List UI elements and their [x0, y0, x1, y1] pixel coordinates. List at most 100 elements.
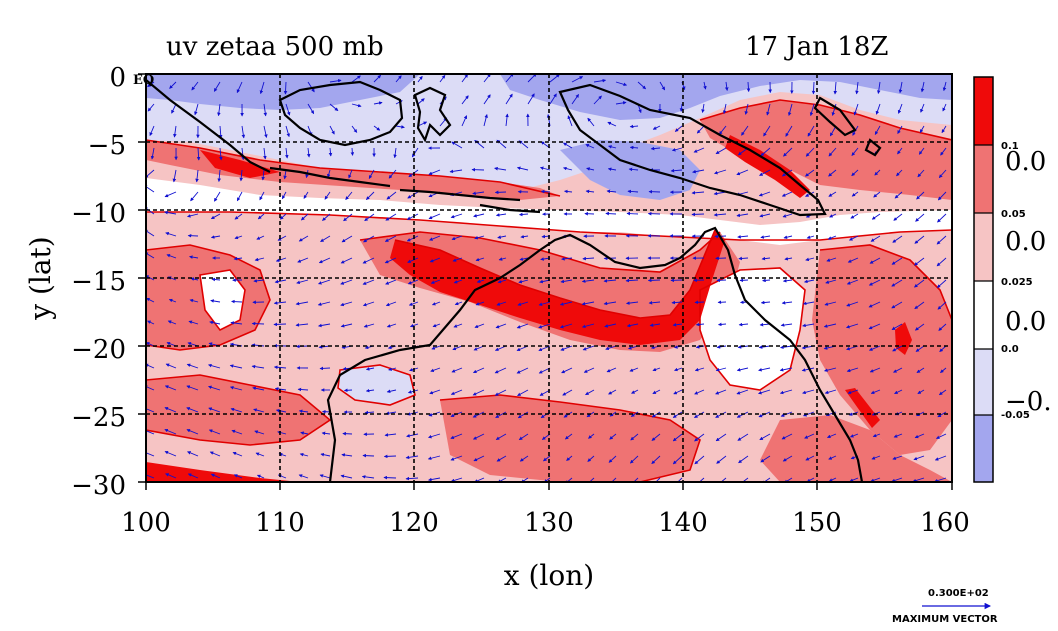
wind-vector	[187, 213, 199, 218]
wind-vector	[738, 455, 749, 464]
wind-vector	[495, 213, 507, 217]
wind-vector	[609, 411, 617, 417]
wind-vector	[495, 323, 507, 329]
wind-vector	[828, 455, 837, 460]
wind-vector	[388, 367, 397, 371]
coast-new-guinea	[558, 83, 827, 217]
wind-vector	[472, 367, 485, 374]
wind-vector	[896, 169, 903, 177]
wind-vector	[475, 257, 485, 262]
blue-patch-south-2	[700, 268, 805, 390]
wind-vector	[779, 389, 793, 395]
wind-vector	[608, 455, 617, 463]
wind-vector	[609, 433, 617, 440]
wind-vector	[587, 455, 595, 462]
wind-vector	[450, 455, 463, 461]
wind-vector	[231, 299, 243, 304]
wind-vector	[581, 323, 595, 329]
wind-vector	[615, 81, 628, 87]
wind-vector	[146, 450, 155, 457]
wind-vector	[209, 451, 221, 457]
wind-vector	[168, 298, 177, 303]
wind-vector	[871, 213, 881, 220]
deep-red-northeast-strip	[725, 135, 810, 198]
wind-vector	[186, 407, 199, 413]
wind-vector	[672, 411, 683, 418]
red-region-south-central	[440, 395, 700, 482]
wind-vector	[567, 115, 573, 127]
wind-vector	[343, 213, 353, 222]
wind-vector	[606, 367, 617, 373]
wind-vector	[651, 433, 661, 441]
wind-vector	[395, 75, 402, 83]
y-tick-label: −20	[71, 335, 126, 365]
wind-vector	[229, 364, 243, 369]
wind-vector	[527, 74, 537, 83]
wind-vector	[385, 301, 397, 307]
wind-vector	[208, 363, 221, 369]
wind-vector	[146, 407, 155, 413]
wind-vector	[561, 367, 573, 374]
wind-vector	[279, 213, 287, 220]
wind-vector	[350, 147, 355, 156]
wind-vector	[851, 191, 859, 197]
wind-vector	[497, 279, 507, 284]
wind-vector	[805, 257, 815, 262]
wind-vector	[593, 95, 602, 105]
wind-vector	[285, 103, 291, 116]
wind-vector	[783, 235, 793, 239]
wind-vector	[395, 125, 405, 129]
wind-vector	[472, 433, 485, 440]
wind-vector	[937, 191, 947, 201]
wind-vector	[519, 257, 529, 261]
wind-vector	[701, 103, 705, 113]
wind-vector	[805, 455, 815, 461]
wind-vector	[847, 389, 859, 395]
wind-vector	[217, 169, 221, 183]
wind-vector	[539, 166, 551, 171]
wind-vector	[320, 235, 331, 242]
wind-vector	[164, 428, 177, 435]
wind-vector	[802, 301, 815, 306]
wind-vector	[938, 323, 947, 331]
wind-vector	[451, 141, 463, 149]
wind-vector	[781, 433, 793, 440]
wind-vector	[362, 453, 375, 458]
wind-vector	[605, 211, 617, 216]
y-tick-label: −30	[71, 471, 126, 501]
wind-vector	[167, 320, 177, 325]
wind-vector	[587, 117, 595, 127]
wind-vector	[234, 235, 243, 240]
wind-vector	[784, 256, 793, 261]
colorbar-level-label: -0.05	[1001, 410, 1030, 421]
wind-vector	[549, 74, 560, 83]
wind-vector	[891, 323, 903, 330]
wind-vector	[241, 125, 246, 139]
wind-vector	[760, 147, 771, 157]
wind-vector	[853, 103, 859, 116]
wind-vector	[297, 387, 309, 392]
wind-vector	[826, 433, 837, 439]
deep-red-southeast-streak	[845, 388, 880, 428]
wind-vector	[351, 75, 361, 83]
wind-vector	[694, 389, 705, 395]
wind-vector	[146, 297, 155, 303]
wind-vector	[451, 235, 463, 241]
wind-vector	[146, 385, 155, 391]
wind-vector	[450, 213, 463, 219]
wind-vector	[828, 477, 837, 482]
wind-vector	[801, 367, 815, 372]
wind-vector	[340, 474, 353, 479]
wind-vector	[329, 103, 339, 111]
wind-vector	[874, 169, 881, 176]
wind-vector	[449, 169, 463, 174]
wind-vector	[891, 301, 903, 309]
wind-vector	[913, 455, 925, 461]
wind-vector	[385, 279, 397, 285]
wind-vector	[715, 367, 727, 372]
equator-label: EQ	[133, 73, 154, 88]
colorbar-swatch	[974, 213, 993, 281]
wind-vector	[281, 191, 287, 200]
wind-vector	[565, 477, 573, 482]
wind-vector	[275, 257, 287, 262]
